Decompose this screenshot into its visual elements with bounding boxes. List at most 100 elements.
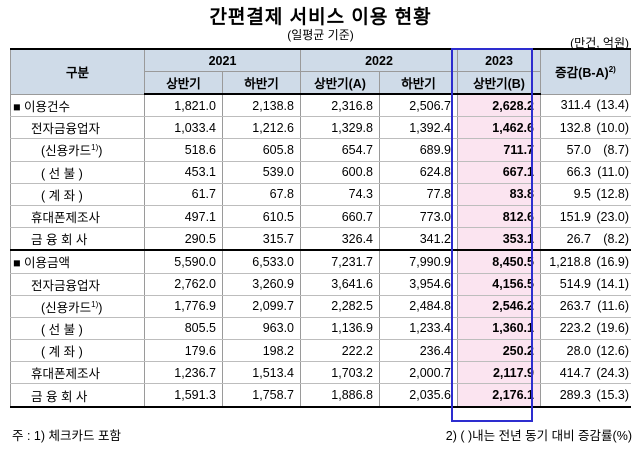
row-label-text: 금 융 회 사 (31, 233, 88, 248)
row-label: ( 선 불 ) (10, 317, 145, 341)
page-title: 간편결제 서비스 이용 현황 (209, 7, 432, 28)
table-row: 금 융 회 사 1,591.3 1,758.7 1,886.8 2,035.6 2,176… (10, 383, 631, 408)
cell-v4: 2,484.8 (379, 295, 458, 318)
cell-v5: 2,546.2 (457, 295, 541, 318)
cell-v5: 711.7 (457, 138, 541, 162)
cell-v4: 773.0 (379, 205, 458, 229)
cell-v4: 689.9 (379, 138, 458, 162)
cell-v3: 2,316.8 (300, 94, 380, 118)
change-rate: (13.4) (596, 98, 629, 113)
cell-v3: 74.3 (300, 183, 380, 206)
row-label: 금 융 회 사 (10, 227, 145, 251)
row-label-text: (신용카드 (41, 300, 92, 315)
cell-v4: 1,233.4 (379, 317, 458, 341)
cell-change: 414.7 (24.3) (540, 361, 631, 385)
row-label-text: 휴대폰제조사 (31, 211, 101, 226)
row-label: (신용카드1)) (10, 138, 145, 162)
cell-v4: 2,506.7 (379, 94, 458, 118)
cell-change: 263.7 (11.6) (540, 295, 631, 318)
cell-v4: 77.8 (379, 183, 458, 206)
change-value: 289.3 (559, 388, 591, 403)
cell-v2: 2,138.8 (222, 94, 301, 118)
row-label-text: 휴대폰제조사 (31, 367, 101, 382)
cell-v2: 605.8 (222, 138, 301, 162)
row-label-end: ) (98, 144, 103, 159)
cell-v2: 67.8 (222, 183, 301, 206)
change-rate: (16.9) (596, 254, 629, 269)
cell-v3: 7,231.7 (300, 249, 380, 274)
cell-v5: 2,628.2 (457, 94, 541, 118)
cell-v1: 290.5 (144, 227, 223, 251)
cell-v2: 963.0 (222, 317, 301, 341)
table-row: ■ 이용금액 5,590.0 6,533.0 7,231.7 7,990.9 8,450.… (10, 249, 631, 274)
cell-change: 289.3 (15.3) (540, 383, 631, 408)
row-label-text: ■ 이용건수 (13, 99, 71, 114)
table-row: 휴대폰제조사 1,236.7 1,513.4 1,703.2 2,000.7 2,117.… (10, 361, 631, 385)
cell-v2: 315.7 (222, 227, 301, 251)
row-label-text: (신용카드 (41, 144, 92, 159)
header-year-2022: 2022 (300, 48, 458, 72)
cell-change: 66.3 (11.0) (540, 161, 631, 184)
change-value: 28.0 (566, 343, 591, 358)
unit-label: (만건, 억원) (570, 36, 629, 50)
change-rate: (15.3) (596, 388, 629, 403)
footnote-1: 주 : 1) 체크카드 포함 (12, 429, 121, 443)
cell-change: 223.2 (19.6) (540, 317, 631, 341)
table-row: 전자금융업자 1,033.4 1,212.6 1,329.8 1,392.4 1,462.… (10, 116, 631, 140)
cell-v3: 1,886.8 (300, 383, 380, 408)
cell-v5: 2,176.1 (457, 383, 541, 408)
change-rate: (23.0) (596, 209, 629, 224)
cell-v1: 518.6 (144, 138, 223, 162)
cell-v2: 198.2 (222, 339, 301, 363)
cell-v3: 1,703.2 (300, 361, 380, 385)
row-label-text: ( 선 불 ) (41, 166, 83, 181)
change-rate: (12.6) (596, 343, 629, 358)
cell-v1: 1,821.0 (144, 94, 223, 118)
change-rate: (8.2) (603, 231, 629, 246)
cell-v2: 1,513.4 (222, 361, 301, 385)
header-year-2021: 2021 (144, 48, 301, 72)
table-row: ( 계 좌 ) 179.6 198.2 222.2 236.4 250.2 28.0 (12.… (10, 339, 631, 363)
cell-v5: 83.8 (457, 183, 541, 206)
row-label-sup: 1) (91, 299, 99, 309)
row-label: ( 선 불 ) (10, 161, 145, 184)
cell-v1: 453.1 (144, 161, 223, 184)
cell-v3: 326.4 (300, 227, 380, 251)
cell-v3: 3,641.6 (300, 273, 380, 296)
cell-v2: 6,533.0 (222, 249, 301, 274)
table-row: ( 계 좌 ) 61.7 67.8 74.3 77.8 83.8 9.5 (12.8) (10, 183, 631, 206)
cell-v3: 1,136.9 (300, 317, 380, 341)
cell-v2: 3,260.9 (222, 273, 301, 296)
change-rate: (10.0) (596, 120, 629, 135)
cell-v5: 4,156.5 (457, 273, 541, 296)
change-value: 223.2 (559, 321, 591, 336)
row-label: 금 융 회 사 (10, 383, 145, 408)
row-label-text: ■ 이용금액 (13, 256, 71, 271)
row-label: 휴대폰제조사 (10, 361, 145, 385)
cell-change: 514.9 (14.1) (540, 273, 631, 296)
change-rate: (11.0) (597, 165, 629, 180)
cell-v1: 61.7 (144, 183, 223, 206)
change-rate: (12.8) (596, 187, 629, 202)
row-label-text: ( 계 좌 ) (41, 345, 83, 360)
change-value: 514.9 (559, 277, 591, 292)
footnote-2: 2) ( )내는 전년 동기 대비 증감률(%) (445, 429, 632, 443)
table-body: ■ 이용건수 1,821.0 2,138.8 2,316.8 2,506.7 2,628.… (10, 94, 631, 408)
cell-v4: 341.2 (379, 227, 458, 251)
cell-v1: 5,590.0 (144, 249, 223, 274)
cell-v2: 610.5 (222, 205, 301, 229)
row-label: ( 계 좌 ) (10, 339, 145, 363)
cell-v4: 2,035.6 (379, 383, 458, 408)
cell-v1: 179.6 (144, 339, 223, 363)
cell-v1: 1,033.4 (144, 116, 223, 140)
change-value: 66.3 (566, 165, 591, 180)
row-label: 전자금융업자 (10, 273, 145, 296)
row-label: 전자금융업자 (10, 116, 145, 140)
table-row: ( 선 불 ) 453.1 539.0 600.8 624.8 667.1 66.3 (11.… (10, 161, 631, 184)
cell-v3: 2,282.5 (300, 295, 380, 318)
table-row: 휴대폰제조사 497.1 610.5 660.7 773.0 812.6 151.9 (23.… (10, 205, 631, 229)
change-value: 1,218.8 (549, 254, 591, 269)
cell-v2: 2,099.7 (222, 295, 301, 318)
row-label-text: 전자금융업자 (31, 278, 101, 293)
header-category: 구분 (10, 48, 145, 95)
